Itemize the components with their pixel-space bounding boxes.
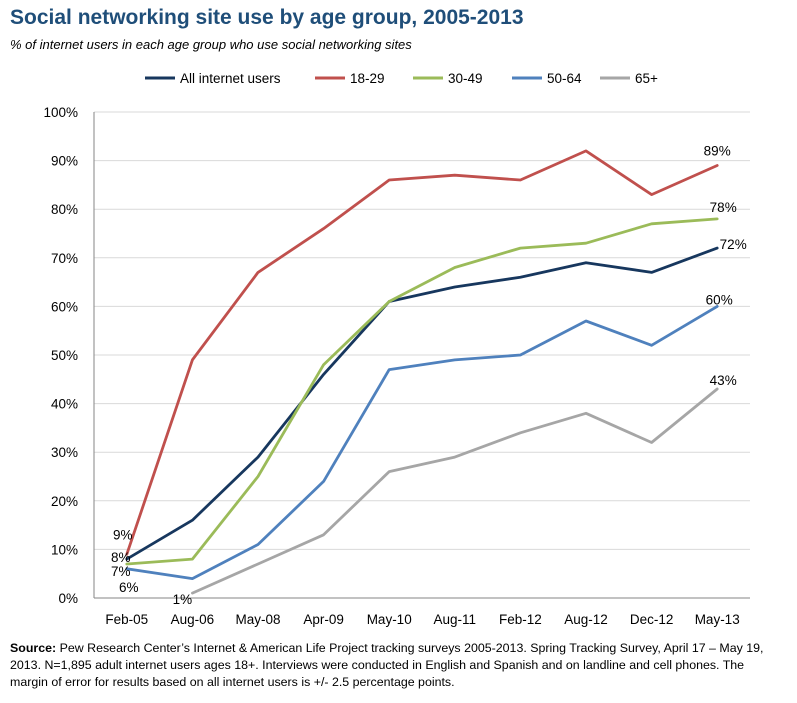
series-line-30-49 [125,217,719,566]
legend-label-50-64: 50-64 [547,71,582,86]
legend: All internet users 18-29 30-49 50-64 65+ [145,71,658,86]
y-tick-label: 40% [51,397,78,412]
y-tick-label: 100% [43,105,78,120]
series-line-50-64 [125,305,719,580]
chart-title: Social networking site use by age group,… [10,6,524,29]
data-label-30-49-may-13: 78% [710,200,737,215]
data-label-50-64-may-13: 60% [706,292,733,307]
x-tick-label: May-08 [235,612,280,627]
line-chart: 0% 10% 20% 30% 40% 50% 60% 70% 80% 90% 100% Feb-05 A… [43,71,750,627]
series-line-all-internet-users [125,246,719,561]
data-label-30-49-feb-05: 7% [111,564,131,579]
y-tick-label: 80% [51,202,78,217]
y-tick-label: 50% [51,348,78,363]
legend-label-30-49: 30-49 [448,71,483,86]
x-tick-label: Feb-12 [499,612,542,627]
source-label: Source: [10,641,57,655]
x-tick-label: Dec-12 [630,612,674,627]
data-label-18-29-feb-05: 9% [113,527,133,542]
legend-label-65: 65+ [635,71,658,86]
legend-label-all-internet-users: All internet users [180,71,281,86]
source-note: Source: Pew Research Center’s Internet &… [10,640,785,691]
source-text: Pew Research Center’s Internet & America… [10,641,764,689]
data-label-65-may-13: 43% [710,373,737,388]
series-line-18-29 [125,149,719,556]
data-label-all-internet-users-feb-05: 8% [111,550,131,565]
x-tick-label: Aug-11 [434,612,477,627]
series-line-65 [191,387,719,595]
x-tick-label: Apr-09 [303,612,344,627]
x-tick-label: May-10 [367,612,412,627]
y-tick-label: 70% [51,251,78,266]
x-tick-label: Feb-05 [105,612,148,627]
x-tick-label: Aug-12 [564,612,608,627]
data-label-65-aug-06: 1% [173,592,193,607]
chart-subtitle: % of internet users in each age group wh… [10,37,412,52]
x-tick-label: Aug-06 [171,612,215,627]
y-tick-label: 60% [51,299,78,314]
series-lines [125,149,719,595]
gridlines [94,111,750,599]
data-label-18-29-may-13: 89% [704,143,731,158]
data-label-all-internet-users-may-13: 72% [720,237,747,252]
y-tick-label: 0% [58,591,78,606]
legend-label-18-29: 18-29 [350,71,385,86]
axes: 0% 10% 20% 30% 40% 50% 60% 70% 80% 90% 100% Feb-05 A… [43,105,750,627]
data-label-50-64-feb-05: 6% [119,580,139,595]
y-tick-label: 20% [51,494,78,509]
x-tick-label: May-13 [695,612,740,627]
data-labels: 9% 8%7%6% 1% 89% 78% 72% 60% 43% [111,143,747,607]
y-tick-label: 90% [51,154,78,169]
y-tick-label: 10% [51,542,78,557]
y-tick-label: 30% [51,445,78,460]
